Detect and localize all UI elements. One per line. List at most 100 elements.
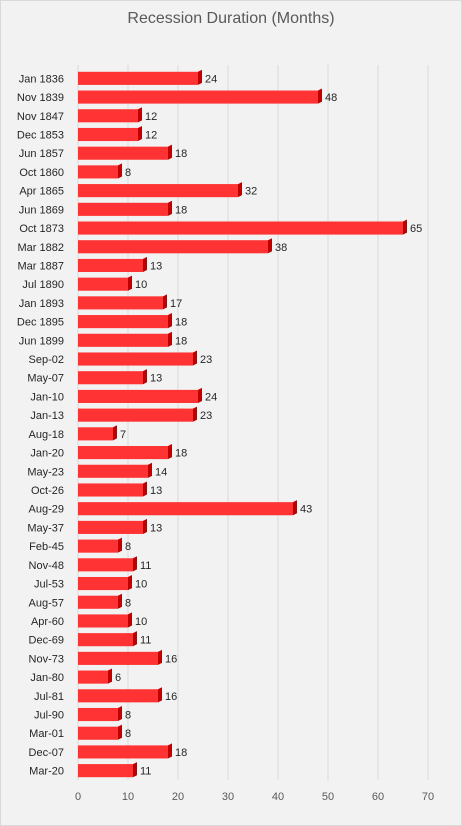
x-tick-label: 60 bbox=[372, 791, 384, 803]
data-label: 12 bbox=[145, 129, 157, 141]
category-label: Jan-10 bbox=[30, 391, 64, 403]
category-label: Sep-02 bbox=[29, 354, 64, 366]
data-label: 8 bbox=[125, 728, 131, 740]
category-label: Jul-90 bbox=[34, 710, 64, 722]
bar bbox=[78, 483, 143, 497]
bar-side bbox=[158, 687, 162, 703]
data-label: 7 bbox=[120, 429, 126, 441]
bar-side bbox=[168, 144, 172, 160]
bar bbox=[78, 614, 128, 628]
data-label: 10 bbox=[135, 579, 147, 591]
bar bbox=[78, 446, 168, 460]
data-label: 11 bbox=[140, 560, 151, 572]
bar bbox=[78, 520, 143, 534]
bar-side bbox=[198, 69, 202, 85]
data-label: 13 bbox=[150, 260, 162, 272]
bar bbox=[78, 202, 168, 216]
bar-side bbox=[193, 350, 197, 366]
bar-side bbox=[198, 387, 202, 403]
category-label: Dec-07 bbox=[29, 747, 64, 759]
bar bbox=[78, 670, 108, 684]
data-label: 13 bbox=[150, 373, 162, 385]
x-tick-label: 0 bbox=[75, 791, 81, 803]
category-label: Apr-60 bbox=[31, 616, 64, 628]
bar-side bbox=[128, 612, 132, 628]
category-label: Mar-01 bbox=[29, 728, 64, 740]
category-label: Nov 1847 bbox=[17, 111, 64, 123]
chart-title: Recession Duration (Months) bbox=[127, 10, 335, 27]
bar bbox=[78, 333, 168, 347]
x-tick-label: 30 bbox=[222, 791, 234, 803]
bar bbox=[78, 184, 238, 198]
category-label: Dec 1895 bbox=[17, 317, 64, 329]
bar-side bbox=[108, 668, 112, 684]
data-label: 8 bbox=[125, 541, 131, 553]
bar-side bbox=[403, 219, 407, 235]
x-tick-label: 70 bbox=[422, 791, 434, 803]
category-label: Dec 1853 bbox=[17, 129, 64, 141]
bar-side bbox=[168, 444, 172, 460]
bar-side bbox=[143, 481, 147, 497]
data-label: 10 bbox=[135, 616, 147, 628]
data-label: 14 bbox=[155, 466, 167, 478]
bar-side bbox=[118, 537, 122, 553]
bar bbox=[78, 651, 158, 665]
category-label: Nov-48 bbox=[29, 560, 64, 572]
data-label: 18 bbox=[175, 448, 187, 460]
data-label: 8 bbox=[125, 710, 131, 722]
bar-side bbox=[168, 313, 172, 329]
data-label: 11 bbox=[140, 766, 151, 778]
category-label: Jan-13 bbox=[30, 410, 64, 422]
data-label: 13 bbox=[150, 522, 162, 534]
bar bbox=[78, 689, 158, 703]
data-label: 8 bbox=[125, 167, 131, 179]
x-tick-label: 20 bbox=[172, 791, 184, 803]
data-label: 16 bbox=[165, 653, 177, 665]
category-label: May-37 bbox=[27, 522, 64, 534]
bar-side bbox=[128, 275, 132, 291]
data-label: 38 bbox=[275, 242, 287, 254]
bar-side bbox=[128, 574, 132, 591]
data-label: 17 bbox=[170, 298, 182, 310]
bar bbox=[78, 764, 133, 778]
data-label: 43 bbox=[300, 504, 312, 516]
bar bbox=[78, 558, 133, 572]
data-label: 8 bbox=[125, 597, 131, 609]
category-label: Nov 1839 bbox=[17, 92, 64, 104]
bar-side bbox=[118, 705, 122, 722]
bar bbox=[78, 371, 143, 385]
bar bbox=[78, 90, 318, 104]
category-label: May-07 bbox=[27, 373, 64, 385]
bar-side bbox=[143, 256, 147, 273]
bar bbox=[78, 165, 118, 179]
data-label: 32 bbox=[245, 186, 257, 198]
data-label: 24 bbox=[205, 73, 217, 85]
data-label: 13 bbox=[150, 485, 162, 497]
bar-side bbox=[158, 649, 162, 665]
category-label: Mar 1882 bbox=[18, 242, 64, 254]
bar-side bbox=[138, 125, 142, 142]
bar-side bbox=[163, 294, 167, 310]
bar-side bbox=[168, 743, 172, 759]
bar-side bbox=[148, 462, 152, 478]
category-label: Jun 1899 bbox=[19, 335, 64, 347]
bar bbox=[78, 745, 168, 759]
x-tick-label: 40 bbox=[272, 791, 284, 803]
data-label: 6 bbox=[115, 672, 121, 684]
bar bbox=[78, 127, 138, 142]
bar bbox=[78, 240, 268, 254]
bar bbox=[78, 502, 293, 516]
category-label: Feb-45 bbox=[29, 541, 64, 553]
bar bbox=[78, 726, 118, 740]
bar-side bbox=[113, 425, 117, 441]
bar-side bbox=[118, 724, 122, 740]
bar-side bbox=[168, 200, 172, 216]
category-label: Jul-81 bbox=[34, 691, 64, 703]
category-label: Jun 1857 bbox=[19, 148, 64, 160]
category-label: Oct 1860 bbox=[19, 167, 64, 179]
category-label: Jan 1893 bbox=[19, 298, 64, 310]
bar bbox=[78, 576, 128, 591]
bar-side bbox=[143, 369, 147, 385]
bar-side bbox=[133, 762, 137, 778]
